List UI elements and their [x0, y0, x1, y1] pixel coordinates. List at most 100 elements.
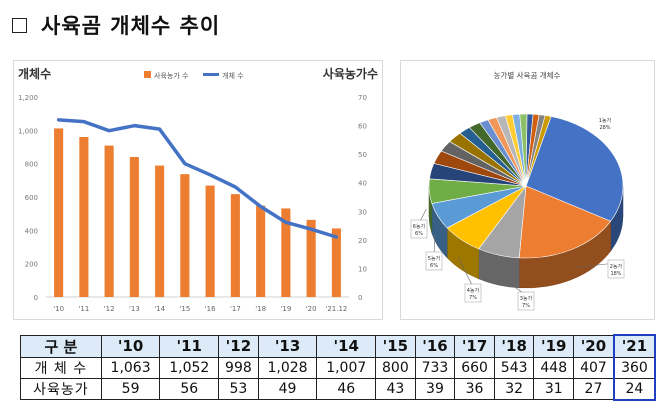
pie-label-pct-1: 18% [610, 271, 621, 277]
pie-label-name-5: 6농가 [413, 223, 426, 230]
table-cell: 1,052 [159, 356, 220, 379]
bar-farms-8 [256, 205, 266, 297]
line-bear-count [56, 118, 339, 239]
pie-label-name-0: 1농가 [599, 117, 612, 124]
left-tick-label: 0 [34, 294, 38, 302]
left-tick-label: 800 [25, 161, 38, 169]
bar-farms-2 [104, 145, 114, 297]
pie-chart: 농가별 사육곰 개체수1농가28%2농가18%3농가7%4농가7%5농가6%6농… [410, 70, 625, 311]
line-point-2 [107, 129, 111, 133]
data-table: 구 분 '10'11'12'13'14'15'16'17'18'19'20'21 … [20, 334, 657, 401]
page-heading: 사육곰 개체수 추이 [12, 10, 220, 40]
pie-label-box-3 [464, 283, 482, 303]
table-cell: 43 [375, 377, 416, 400]
pie-leader-line-3 [458, 257, 474, 288]
table-cell: 1,028 [257, 356, 318, 379]
table-header-year: '12 [218, 334, 259, 358]
pie-title: 농가별 사육곰 개체수 [494, 70, 561, 80]
line-point-7 [233, 185, 237, 189]
x-tick-label: '20 [306, 305, 317, 313]
legend-bar-label: 사육농가 수 [154, 71, 189, 80]
left-tick-label: 1,000 [18, 127, 38, 135]
table-cell: 32 [493, 377, 535, 400]
x-tick-label: '10 [53, 305, 64, 313]
line-point-4 [158, 127, 162, 131]
pie-label-pct-5: 6% [415, 231, 423, 237]
table-header-year: '13 [257, 334, 318, 358]
table-cell: 27 [573, 377, 615, 400]
table-cell: 46 [316, 377, 377, 400]
pie-label-box-1 [607, 259, 625, 279]
line-point-0 [57, 118, 61, 122]
x-tick-label: '17 [230, 305, 241, 313]
x-tick-label: '13 [129, 305, 140, 313]
left-tick-label: 1,200 [18, 94, 38, 102]
table-cell: 407 [573, 356, 615, 379]
table-cell: 448 [533, 356, 575, 379]
pie-label-name-3: 4농가 [467, 287, 480, 294]
right-tick-label: 0 [358, 294, 362, 302]
left-tick-label: 600 [25, 194, 38, 202]
x-tick-label: '11 [78, 305, 89, 313]
table-cell: 360 [612, 356, 657, 379]
table-cell: 59 [100, 377, 161, 400]
x-tick-label: '14 [154, 305, 165, 313]
legend-bar-swatch [144, 71, 151, 78]
table-cell: 31 [533, 377, 575, 400]
table-row-label: 개 체 수 [20, 356, 102, 379]
table-row: 사육농가 59 56 53 49 46 43 39 36 32 31 27 24 [20, 377, 657, 401]
pie-label-box-2 [517, 291, 535, 311]
combo-chart-panel: 개체수 사육농가수 사육농가 수 개체 수 0 200 400 600 800 1,000 1,20… [13, 60, 383, 320]
pie-leader-line-4 [433, 234, 436, 256]
bar-farms-4 [155, 165, 165, 297]
right-axis-title: 사육농가수 [323, 66, 378, 81]
table-header-year: '20 [573, 334, 615, 358]
pie-slice-21 [525, 115, 552, 187]
line-point-9 [284, 220, 288, 224]
bar-farms-1 [79, 137, 89, 297]
line-point-1 [82, 120, 86, 124]
pie-slice-0 [525, 116, 624, 222]
table-row-label: 사육농가 [20, 377, 102, 400]
table-cell: 998 [218, 356, 259, 379]
pie-label-name-2: 3농가 [520, 295, 533, 302]
table-header-year: '18 [493, 334, 535, 358]
table-header-year: '17 [454, 334, 495, 358]
x-tick-label: '12 [104, 305, 115, 313]
bar-farms-10 [306, 219, 316, 297]
table-row: 개 체 수 1,063 1,052 998 1,028 1,007 800 733 660 543… [20, 356, 657, 379]
table-header-year: '21 [612, 334, 657, 358]
table-cell: 36 [454, 377, 495, 400]
pie-label-pct-0: 28% [599, 125, 610, 131]
line-point-10 [309, 227, 313, 231]
bar-farms-6 [205, 185, 215, 297]
table-cell: 660 [454, 356, 495, 379]
bar-farms-9 [281, 208, 291, 297]
right-tick-label: 10 [358, 265, 367, 273]
table-header-category: 구 분 [20, 334, 102, 358]
right-tick-label: 50 [358, 151, 367, 159]
table-cell: 39 [414, 377, 456, 400]
table-header-row: 구 분 '10'11'12'13'14'15'16'17'18'19'20'21 [20, 334, 657, 358]
table-header-year: '11 [159, 334, 220, 358]
bar-farms-0 [54, 128, 64, 297]
x-tick-label: '15 [179, 305, 190, 313]
x-tick-label: '16 [205, 305, 216, 313]
bar-farms-5 [180, 174, 190, 297]
table-cell: 800 [375, 356, 416, 379]
bar-farms-3 [129, 157, 139, 297]
right-tick-label: 20 [358, 237, 367, 245]
pie-label-box-5 [410, 219, 428, 239]
pie-label-pct-3: 7% [469, 295, 477, 301]
table-cell: 1,007 [316, 356, 377, 379]
legend-line-label: 개체 수 [222, 71, 244, 80]
line-point-8 [259, 205, 263, 208]
pie-slice-1 [518, 185, 612, 259]
right-tick-label: 70 [358, 94, 367, 102]
line-point-11 [334, 235, 338, 239]
pie-label-box-4 [425, 251, 443, 271]
table-cell: 1,063 [100, 356, 161, 379]
left-tick-label: 400 [25, 227, 38, 235]
page-title: 사육곰 개체수 추이 [41, 14, 221, 38]
